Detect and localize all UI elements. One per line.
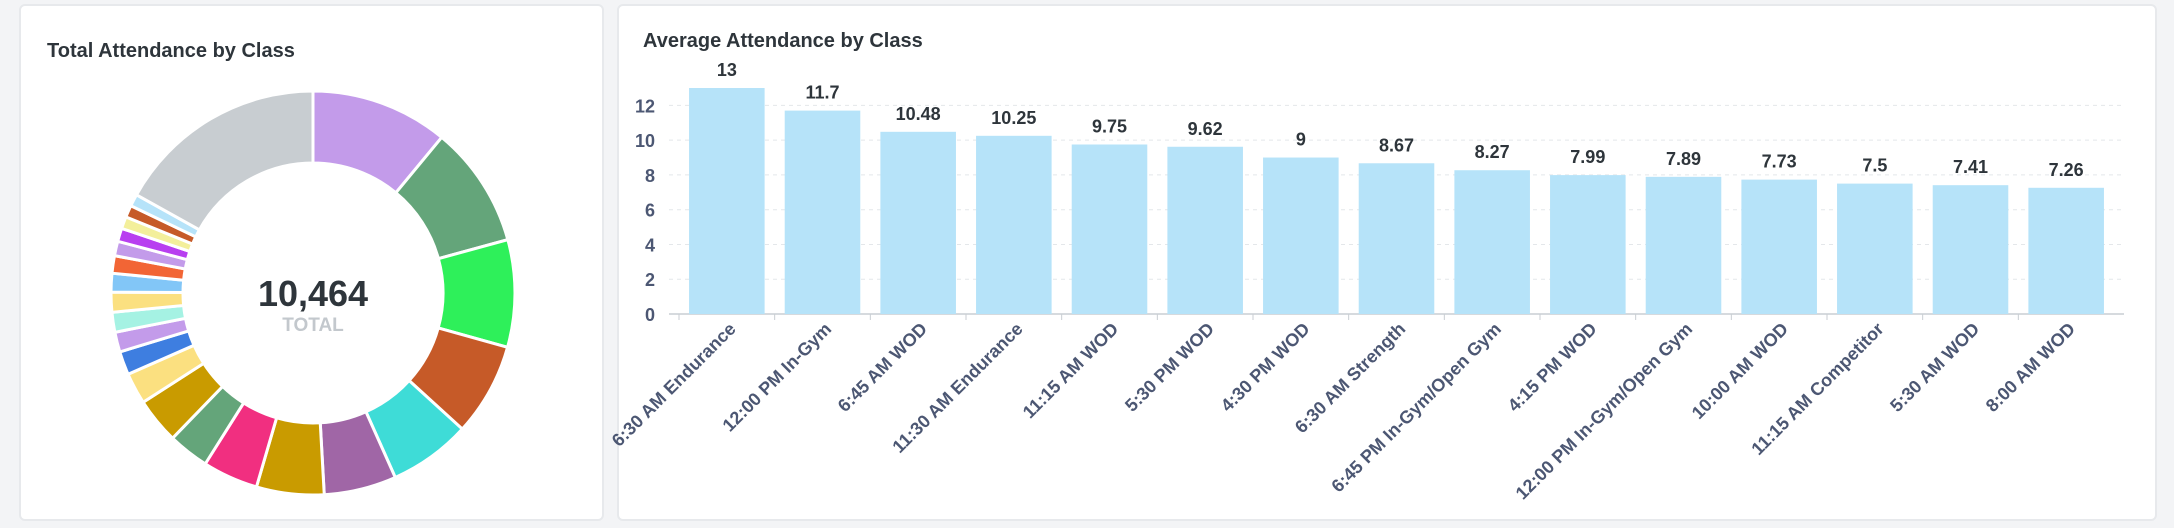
donut-total-label: TOTAL bbox=[282, 315, 344, 336]
bar-value-label: 7.99 bbox=[1570, 147, 1605, 167]
x-tick-label: 6:45 PM In-Gym/Open Gym bbox=[1327, 319, 1505, 497]
bar-value-label: 7.5 bbox=[1862, 156, 1887, 176]
x-tick-label: 4:30 PM WOD bbox=[1217, 319, 1314, 416]
bar-value-label: 9.75 bbox=[1092, 117, 1127, 137]
y-tick-label: 6 bbox=[645, 201, 655, 221]
bar-value-label: 11.7 bbox=[805, 83, 839, 103]
bar[interactable] bbox=[976, 135, 1052, 314]
y-tick-label: 0 bbox=[645, 305, 655, 325]
donut-total-value: 10,464 bbox=[258, 273, 368, 314]
x-tick-label: 12:00 PM In-Gym/Open Gym bbox=[1512, 319, 1697, 504]
bar-value-label: 7.73 bbox=[1762, 152, 1797, 172]
bar-series bbox=[689, 88, 2104, 314]
bar-value-label: 7.41 bbox=[1953, 157, 1988, 177]
bar[interactable] bbox=[1741, 179, 1817, 314]
bar-value-label: 7.89 bbox=[1666, 149, 1701, 169]
x-tick-label: 5:30 PM WOD bbox=[1121, 319, 1218, 416]
total-attendance-card: Total Attendance by Class 10,464 TOTAL bbox=[19, 4, 604, 521]
bar-value-label: 10.48 bbox=[896, 104, 941, 124]
bar-chart-title[interactable]: Average Attendance by Class bbox=[643, 30, 923, 52]
donut-slice-23[interactable] bbox=[134, 89, 315, 232]
bar[interactable] bbox=[1358, 163, 1435, 314]
donut-chart-title[interactable]: Total Attendance by Class bbox=[47, 40, 295, 62]
bar[interactable] bbox=[1071, 144, 1148, 315]
y-tick-label: 12 bbox=[635, 96, 655, 116]
bar-value-label: 8.67 bbox=[1379, 135, 1414, 155]
y-tick-label: 10 bbox=[635, 131, 655, 151]
bar-chart: 0 2 4 6 8 10 12 13 11.7 10.48 10.25 9.75 9.62 9 8.67 8… bbox=[608, 60, 2124, 503]
bar-value-label: 10.25 bbox=[991, 108, 1036, 128]
x-tick-label: 8:00 AM WOD bbox=[1982, 319, 2079, 416]
bar-value-label: 9 bbox=[1296, 130, 1306, 150]
x-tick-label: 11:15 AM WOD bbox=[1019, 319, 1123, 423]
bar-value-label: 13 bbox=[717, 60, 737, 80]
bar-value-label: 8.27 bbox=[1475, 142, 1510, 162]
bar[interactable] bbox=[2028, 187, 2104, 314]
average-attendance-card: Average Attendance by Class 0 2 4 6 8 10 12 13… bbox=[608, 4, 2157, 521]
bar[interactable] bbox=[1932, 185, 2009, 314]
bar[interactable] bbox=[1167, 146, 1243, 314]
bar[interactable] bbox=[784, 110, 861, 314]
bar[interactable] bbox=[1550, 175, 1626, 314]
y-tick-label: 2 bbox=[645, 270, 655, 290]
bar[interactable] bbox=[1454, 170, 1530, 314]
x-tick-label: 6:45 AM WOD bbox=[834, 319, 931, 416]
y-tick-label: 4 bbox=[645, 235, 655, 255]
bar[interactable] bbox=[1263, 157, 1339, 314]
bar[interactable] bbox=[1837, 183, 1913, 314]
y-axis: 0 2 4 6 8 10 12 bbox=[635, 96, 655, 325]
bar[interactable] bbox=[689, 88, 765, 314]
bar-value-label: 9.62 bbox=[1188, 119, 1223, 139]
x-tick-label: 4:15 PM WOD bbox=[1504, 319, 1601, 416]
x-tick-label: 5:30 AM WOD bbox=[1886, 319, 1983, 416]
y-tick-label: 8 bbox=[645, 166, 655, 186]
donut-slices bbox=[109, 89, 517, 497]
bar[interactable] bbox=[880, 131, 956, 314]
bar[interactable] bbox=[1645, 176, 1722, 314]
x-tick-label: 6:30 AM Endurance bbox=[608, 319, 740, 451]
donut-chart: 10,464 TOTAL bbox=[109, 89, 517, 497]
bar-value-labels: 13 11.7 10.48 10.25 9.75 9.62 9 8.67 8.27 7.99 7.8… bbox=[717, 60, 2084, 180]
x-tick-label: 10:00 AM WOD bbox=[1688, 319, 1792, 423]
bar-value-label: 7.26 bbox=[2049, 160, 2084, 180]
